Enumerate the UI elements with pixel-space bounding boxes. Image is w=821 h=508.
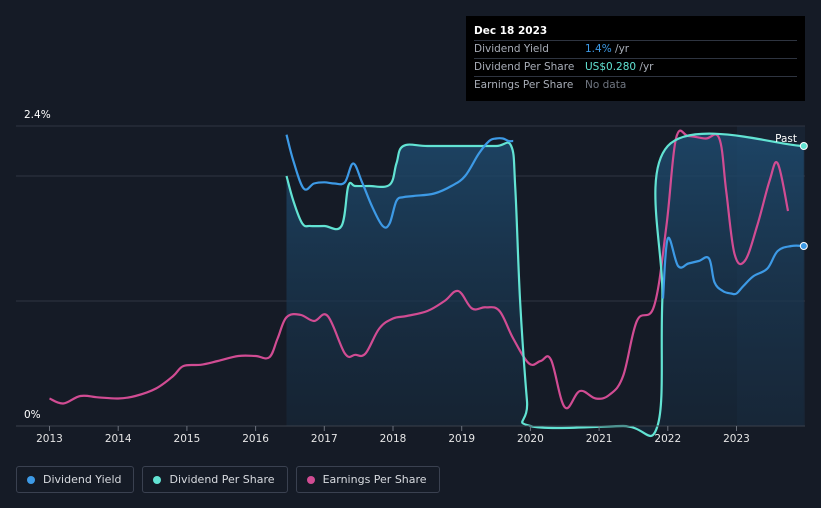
tooltip-suffix: /yr (611, 43, 630, 55)
x-tick-label: 2021 (586, 433, 613, 445)
tooltip-label: Dividend Per Share (474, 61, 575, 73)
x-tick-label: 2020 (517, 433, 544, 445)
tooltip-eps-value: No data (585, 79, 627, 91)
series-line-dividend-yield-recent (661, 236, 804, 299)
tooltip-value: 1.4% /yr (585, 41, 629, 58)
legend-dot-icon (27, 475, 35, 484)
legend-item-dividend-per-share[interactable]: Dividend Per Share (142, 466, 288, 493)
x-tick-label: 2015 (174, 433, 201, 445)
legend-dot-icon (306, 475, 315, 484)
hover-tooltip: Dec 18 2023 Dividend Yield 1.4% /yr Divi… (466, 16, 805, 101)
dps-end-marker (799, 142, 808, 150)
tooltip-date: Dec 18 2023 (474, 25, 548, 37)
legend-label: Dividend Per Share (169, 473, 275, 486)
x-tick-label: 2019 (448, 433, 475, 445)
legend-dot-icon (153, 475, 162, 484)
dps-area (286, 133, 804, 436)
x-tick-label: 2017 (311, 433, 338, 445)
x-tick-label: 2013 (36, 433, 63, 445)
tooltip-value: US$0.280 /yr (585, 59, 654, 76)
x-tick-label: 2018 (380, 433, 407, 445)
tooltip-row-dividend-per-share: Dividend Per Share US$0.280 /yr (474, 58, 797, 76)
x-axis-ticks: 2013 2014 2015 2016 2017 2018 2019 2020 2021 2022… (36, 426, 750, 445)
yield-end-marker (799, 242, 808, 250)
x-tick-label: 2016 (242, 433, 269, 445)
past-label: Past (775, 133, 797, 145)
legend-label: Dividend Yield (43, 473, 122, 486)
legend-item-earnings-per-share[interactable]: Earnings Per Share (295, 466, 440, 493)
tooltip-label: Earnings Per Share (474, 79, 574, 91)
x-tick-label: 2014 (105, 433, 132, 445)
series-line-dividend-yield (285, 134, 514, 229)
x-tick-label: 2023 (723, 433, 750, 445)
tooltip-label: Dividend Yield (474, 43, 549, 55)
tooltip-row-dividend-yield: Dividend Yield 1.4% /yr (474, 40, 797, 58)
tooltip-yield-value: 1.4% (585, 43, 612, 55)
legend-item-dividend-yield[interactable]: Dividend Yield (16, 466, 135, 493)
y-top-label: 2.4% (24, 109, 51, 121)
tooltip-row-earnings-per-share: Earnings Per Share No data (474, 76, 797, 94)
tooltip-suffix: /yr (636, 61, 654, 73)
legend: Dividend Yield Dividend Per Share Earnin… (16, 466, 440, 493)
tooltip-dps-value: US$0.280 (585, 61, 637, 73)
dps-area-fill (286, 133, 804, 436)
x-tick-label: 2022 (654, 433, 681, 445)
legend-label: Earnings Per Share (322, 473, 427, 486)
y-bottom-label: 0% (24, 409, 41, 421)
